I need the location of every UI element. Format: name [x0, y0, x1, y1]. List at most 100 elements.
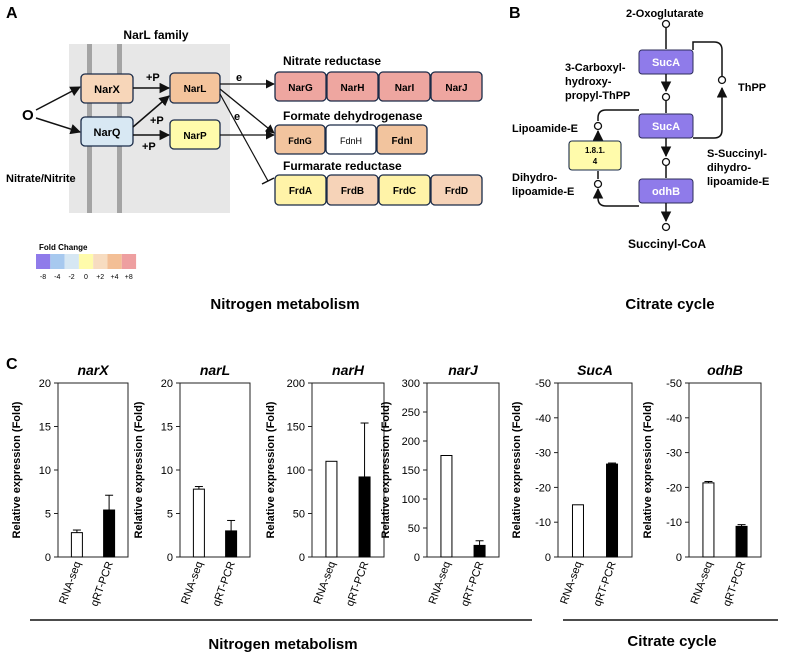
caption-citrate-b: Citrate cycle	[625, 296, 714, 313]
node-fdni-label: FdnI	[391, 136, 412, 147]
label-succinyl-3: lipoamide-E	[707, 176, 769, 188]
metabolite-2-oxoglutarate: 2-Oxoglutarate	[626, 8, 704, 20]
y-tick-label: 5	[167, 509, 173, 521]
x-category-label: RNA-seq	[558, 560, 585, 606]
legend-swatches	[36, 254, 137, 269]
bar-charts: narX 0 5 10 15 20 Relative expression (Fold) RN…	[11, 362, 762, 608]
node-narj-box	[430, 71, 483, 102]
chart-frame	[557, 382, 633, 558]
arrow-o-narq	[35, 117, 82, 135]
x-category-label: RNA-seq	[179, 560, 206, 606]
y-tick-label: -50	[535, 378, 551, 390]
node-fdng-label: FdnG	[288, 136, 312, 146]
node-narx: NarX	[80, 73, 134, 104]
enzyme-suca-1: SucA	[638, 49, 694, 75]
legend-swatch	[36, 254, 51, 269]
phospho-label-3: +P	[142, 141, 156, 153]
chart-frame	[688, 382, 762, 558]
y-tick-label: 0	[167, 552, 173, 564]
caption-nitrogen-a: Nitrogen metabolism	[210, 296, 359, 313]
y-tick-label: 20	[39, 378, 51, 390]
repress-narl-fumarate	[219, 93, 269, 182]
caption-nitrogen-c: Nitrogen metabolism	[208, 636, 357, 653]
y-tick-label: -20	[535, 482, 551, 494]
y-tick-label: -30	[666, 448, 682, 460]
node-narg-box	[274, 71, 327, 102]
node-frdd-label: FrdD	[445, 186, 468, 197]
y-tick-label: 0	[676, 552, 682, 564]
y-tick-label: 0	[414, 552, 420, 564]
enzyme-ec-line-2: 4	[593, 157, 598, 166]
node-narg: NarG	[274, 71, 327, 102]
bar-rna-seq	[702, 482, 715, 558]
phospho-label-1: +P	[146, 72, 160, 84]
node-fdng-box	[274, 124, 326, 155]
legend-swatch	[107, 254, 122, 269]
y-tick-label: -10	[535, 517, 551, 529]
node-frdb-label: FrdB	[341, 186, 364, 197]
node-narh: NarH	[326, 71, 379, 102]
enzyme-ec-box	[568, 140, 622, 171]
x-category-label: RNA-seq	[427, 560, 454, 606]
enzyme-suca-1-label: SucA	[652, 57, 680, 69]
chart-title: SucA	[577, 362, 613, 378]
node-narj: NarJ	[430, 71, 483, 102]
node-narl: NarL	[169, 72, 221, 104]
legend-tick-label: -2	[68, 274, 74, 281]
node-frdc-box	[378, 174, 431, 206]
node-narl-label: NarL	[184, 84, 207, 95]
node-narj-label: NarJ	[445, 83, 467, 94]
legend-swatch	[50, 254, 65, 269]
phospho-label-2: +P	[150, 115, 164, 127]
node-frdd-box	[430, 174, 483, 206]
node-fdni: FdnI	[376, 124, 428, 155]
node-frdc-label: FrdC	[393, 186, 416, 197]
label-dihydro-1: Dihydro-	[512, 172, 558, 184]
x-category-label: qRT-PCR	[592, 560, 619, 608]
y-axis-label: Relative expression (Fold)	[265, 401, 277, 538]
node-narh-box	[326, 71, 379, 102]
enzyme-odhb-label: odhB	[652, 186, 680, 198]
panel-b: B 2-Oxoglutarate SucA SucA odhB 1.8.1. 4	[509, 5, 769, 313]
enzyme-ec-1-8-1-4: 1.8.1. 4	[568, 140, 622, 171]
legend-tick-label: -4	[54, 274, 60, 281]
node-thpp	[717, 75, 727, 85]
legend-ticks: -8 -4 -2 0 +2 +4 +8	[40, 274, 133, 281]
x-category-label: RNA-seq	[57, 560, 84, 606]
input-label: Nitrate/Nitrite	[6, 173, 76, 185]
y-tick-label: 0	[45, 552, 51, 564]
y-tick-label: 100	[287, 465, 305, 477]
caption-citrate-c: Citrate cycle	[627, 633, 716, 650]
y-tick-label: -10	[666, 517, 682, 529]
y-axis-label: Relative expression (Fold)	[511, 401, 523, 538]
bar-rna-seq	[70, 532, 83, 558]
panel-c-letter: C	[6, 356, 18, 373]
node-fdnh-label: FdnH	[340, 136, 362, 146]
y-axis-label: Relative expression (Fold)	[642, 401, 654, 538]
legend-swatch	[93, 254, 108, 269]
y-tick-label: 50	[408, 523, 420, 535]
legend-swatch	[78, 254, 94, 269]
y-tick-label: 15	[161, 422, 173, 434]
node-narg-label: NarG	[288, 83, 313, 94]
legend-tick-label: 0	[84, 274, 88, 281]
y-tick-label: 250	[402, 407, 420, 419]
label-succinyl-2: dihydro-	[707, 162, 751, 174]
y-tick-label: 150	[402, 465, 420, 477]
arrow-o-narx	[35, 86, 81, 111]
edge-thpp-suca1	[692, 41, 723, 76]
signal-o: O	[22, 107, 34, 124]
edge-lipoamide-top	[597, 109, 639, 121]
panel-c: C narX 0 5 10 15 20 Relative expression (Fold)…	[6, 356, 778, 653]
y-tick-label: 100	[402, 494, 420, 506]
node-dihydrolipoamide	[593, 179, 603, 189]
node-narx-label: NarX	[94, 84, 120, 96]
bar-qrt-pcr	[735, 525, 748, 558]
legend-tick-label: +2	[96, 274, 104, 281]
enzyme-suca-2-label: SucA	[652, 121, 680, 133]
node-frdb-box	[326, 174, 379, 206]
node-fdnh-box	[325, 124, 377, 155]
node-fdng: FdnG	[274, 124, 326, 155]
bar-rna-seq	[440, 455, 453, 558]
chart-frame	[311, 382, 385, 558]
